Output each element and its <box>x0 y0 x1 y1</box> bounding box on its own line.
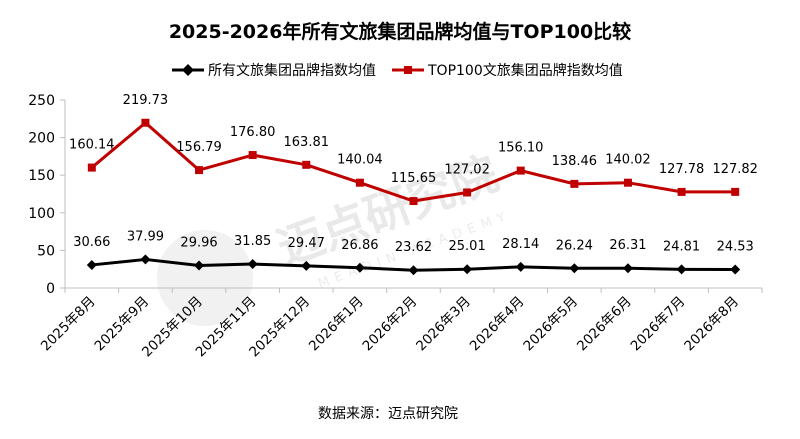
data-label: 140.04 <box>337 153 383 168</box>
data-point <box>623 178 632 187</box>
data-point <box>194 260 205 271</box>
legend-marker-all <box>182 64 194 76</box>
data-point <box>570 179 579 188</box>
data-label: 31.85 <box>234 234 271 249</box>
data-point <box>676 264 687 275</box>
data-label: 26.86 <box>341 238 378 253</box>
data-point <box>247 259 258 270</box>
data-label: 26.31 <box>609 238 646 253</box>
data-point <box>516 166 525 175</box>
data-point <box>569 263 580 274</box>
x-tick-label: 2026年8月 <box>681 294 742 355</box>
data-label: 30.66 <box>73 235 110 250</box>
data-point <box>87 163 96 172</box>
data-point <box>140 254 151 265</box>
data-label: 127.82 <box>712 162 758 177</box>
data-label: 23.62 <box>395 240 432 255</box>
data-label: 37.99 <box>127 229 164 244</box>
source-note: 数据来源：迈点研究院 <box>318 406 458 422</box>
x-tick-label: 2025年8月 <box>38 294 99 355</box>
data-label: 163.81 <box>284 135 330 150</box>
chart-title: 2025-2026年所有文旅集团品牌均值与TOP100比较 <box>169 20 631 43</box>
data-point <box>408 265 419 276</box>
data-label: 28.14 <box>502 237 539 252</box>
data-label: 115.65 <box>391 171 437 186</box>
legend-marker-top100 <box>404 66 412 74</box>
data-point <box>409 197 418 206</box>
data-point <box>86 259 97 270</box>
legend-label-top100: TOP100文旅集团品牌指数均值 <box>427 62 623 79</box>
data-label: 219.73 <box>123 93 169 108</box>
data-point <box>463 188 472 197</box>
data-label: 127.02 <box>444 162 490 177</box>
data-label: 176.80 <box>230 125 276 140</box>
data-label: 25.01 <box>449 239 486 254</box>
data-point <box>515 261 526 272</box>
data-point <box>677 187 686 196</box>
y-tick-label: 150 <box>28 168 55 184</box>
series-layer <box>86 118 741 276</box>
data-point <box>731 187 740 196</box>
data-label: 138.46 <box>552 154 598 169</box>
y-tick-label: 100 <box>28 206 55 222</box>
data-label: 140.02 <box>605 153 651 168</box>
data-label: 160.14 <box>69 138 115 153</box>
data-point <box>622 263 633 274</box>
data-label: 156.10 <box>498 141 544 156</box>
x-tick-label: 2026年4月 <box>467 294 528 355</box>
data-point <box>248 151 257 160</box>
data-label: 156.79 <box>176 140 222 155</box>
data-label: 127.78 <box>659 162 705 177</box>
data-point <box>355 178 364 187</box>
x-tick-label: 2026年1月 <box>306 294 367 355</box>
data-labels: 30.66 37.99 29.96 31.85 29.47 26.86 23.62 25.01… <box>69 93 758 255</box>
legend-item-all: 所有文旅集团品牌指数均值 <box>172 62 376 79</box>
y-tick-label: 0 <box>46 281 55 297</box>
x-tick-label: 2026年2月 <box>360 294 421 355</box>
y-tick-label: 200 <box>28 131 55 147</box>
data-point <box>302 160 311 169</box>
x-tick-label: 2026年5月 <box>520 294 581 355</box>
x-tick-label: 2026年6月 <box>574 294 635 355</box>
data-label: 26.24 <box>556 238 593 253</box>
data-point <box>141 118 150 127</box>
x-tick-label: 2026年7月 <box>628 294 689 355</box>
data-point <box>462 264 473 275</box>
data-point <box>195 166 204 175</box>
legend-item-top100: TOP100文旅集团品牌指数均值 <box>392 62 623 79</box>
watermark-logo-icon <box>157 230 253 326</box>
data-point <box>354 262 365 273</box>
data-label: 29.96 <box>180 235 217 250</box>
data-label: 29.47 <box>288 236 325 251</box>
data-point <box>730 264 741 275</box>
data-label: 24.81 <box>663 239 700 254</box>
legend: 所有文旅集团品牌指数均值 TOP100文旅集团品牌指数均值 <box>172 62 623 79</box>
x-tick-label: 2026年3月 <box>413 294 474 355</box>
y-tick-label: 50 <box>37 243 55 259</box>
data-point <box>301 260 312 271</box>
data-label: 24.53 <box>717 240 754 255</box>
legend-label-all: 所有文旅集团品牌指数均值 <box>208 62 376 79</box>
y-tick-label: 250 <box>28 93 55 109</box>
